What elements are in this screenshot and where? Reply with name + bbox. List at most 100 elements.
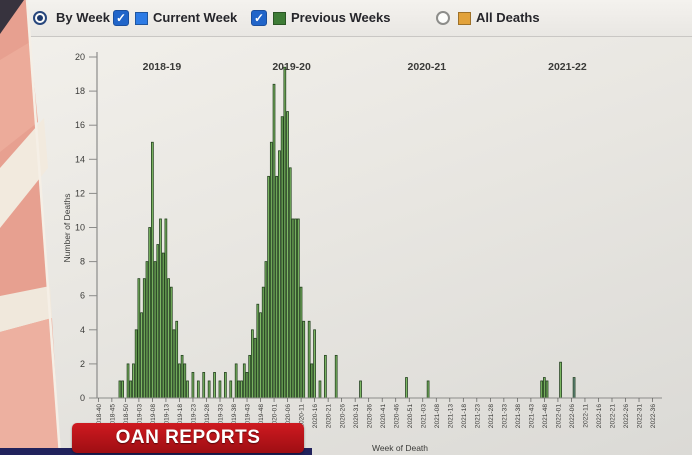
- previous-weeks-swatch: [273, 12, 286, 25]
- y-tick-label: 14: [75, 154, 85, 164]
- bar-week-2022-07: [572, 377, 576, 399]
- bar-week-2022-02: [559, 361, 562, 399]
- x-tick-label: 2020-36: [366, 404, 373, 429]
- bar-week-2021-49: [545, 380, 549, 399]
- previous-weeks-checkbox[interactable]: ✓: [251, 10, 267, 26]
- x-tick-label: 2019-28: [204, 404, 211, 429]
- x-tick-label: 2022-01: [556, 404, 563, 429]
- x-tick-label: 2022-16: [596, 404, 603, 429]
- bar-week-2020-10: [296, 218, 300, 399]
- bar-week-2019-43: [245, 372, 249, 399]
- bar-week-2020-11: [299, 286, 303, 399]
- bar-week-2019-02: [134, 329, 138, 399]
- bar-week-2020-16: [313, 329, 316, 399]
- current-week-checkbox[interactable]: ✓: [113, 10, 129, 26]
- y-tick-label: 18: [75, 86, 85, 96]
- x-tick-label: 2020-21: [326, 404, 333, 429]
- x-tick-label: 2020-31: [353, 404, 360, 429]
- bar-week-2021-47: [540, 380, 544, 399]
- x-tick-label: 2019-48: [258, 404, 265, 429]
- bar-week-2019-07: [148, 227, 152, 399]
- bar-week-2019-44: [248, 354, 252, 399]
- x-tick-label: 2019-18: [177, 404, 184, 429]
- bar-week-2021-05: [426, 380, 430, 399]
- x-tick-label: 2019-08: [150, 404, 157, 429]
- bar-week-2019-15: [169, 286, 173, 399]
- bar-week-2019-01: [132, 363, 135, 399]
- x-tick-label: 2021-48: [542, 404, 549, 429]
- bar-week-2020-12: [302, 320, 306, 399]
- bar-week-2020-33: [359, 380, 362, 399]
- bar-week-2020-08: [291, 218, 295, 399]
- bar-week-2019-09: [153, 261, 157, 399]
- y-tick-label: 16: [75, 120, 85, 130]
- bar-week-2020-04: [280, 116, 284, 399]
- x-tick-label: 2021-08: [434, 404, 441, 429]
- x-tick-label: 2021-28: [488, 404, 495, 429]
- x-tick-label: 2018-40: [96, 404, 103, 429]
- x-tick-label: 2021-03: [420, 404, 427, 429]
- bar-week-2020-14: [307, 320, 311, 399]
- bar-week-2019-21: [186, 380, 189, 399]
- x-tick-label: 2022-26: [623, 404, 630, 429]
- y-tick-label: 0: [80, 393, 85, 403]
- season-label-2021-22: 2021-22: [548, 61, 587, 73]
- bar-week-2020-02: [275, 175, 279, 399]
- bar-week-2019-12: [161, 252, 165, 399]
- bar-week-2019-04: [140, 312, 143, 399]
- bar-week-2019-50: [264, 261, 268, 399]
- bar-week-2019-51: [267, 175, 270, 399]
- bar-week-2019-48: [259, 312, 262, 399]
- chart-controls-bar: By Week ✓ Current Week ✓ Previous Weeks …: [0, 0, 692, 37]
- x-tick-label: 2022-06: [569, 404, 576, 429]
- bar-week-2019-35: [224, 372, 227, 399]
- bar-week-2019-10: [156, 244, 160, 399]
- current-week-label: Current Week: [153, 10, 238, 25]
- bar-week-2020-18: [318, 380, 322, 399]
- bar-week-2019-08: [151, 141, 154, 399]
- bar-week-2019-37: [229, 380, 233, 399]
- bar-week-2019-18: [178, 363, 181, 399]
- y-tick-label: 2: [80, 359, 85, 369]
- all-deaths-radio[interactable]: [436, 11, 450, 25]
- bar-week-2020-01: [272, 83, 276, 399]
- y-tick-label: 10: [75, 223, 85, 233]
- bar-week-2019-11: [159, 218, 162, 399]
- x-tick-label: 2020-16: [312, 404, 319, 429]
- bar-week-2019-46: [253, 337, 257, 399]
- x-tick-label: 2019-03: [137, 404, 144, 429]
- bar-week-2019-03: [137, 278, 141, 399]
- y-tick-label: 12: [75, 188, 85, 198]
- bar-week-2019-20: [183, 363, 187, 399]
- season-label-2020-21: 2020-21: [408, 61, 447, 73]
- bar-week-2019-25: [196, 380, 200, 399]
- bar-week-2018-49: [121, 380, 124, 399]
- x-axis-title: Week of Death: [372, 443, 428, 453]
- x-tick-label: 2020-46: [393, 404, 400, 429]
- bar-week-2019-31: [213, 372, 216, 399]
- studio-frame-decoration: [0, 0, 62, 455]
- bar-week-2020-07: [288, 167, 292, 399]
- bar-week-2019-23: [191, 372, 195, 399]
- x-tick-label: 2021-18: [461, 404, 468, 429]
- x-tick-label: 2019-38: [231, 404, 238, 429]
- by-week-radio[interactable]: [33, 11, 47, 25]
- bar-week-2018-48: [118, 380, 122, 399]
- bar-week-2018-52: [129, 380, 133, 399]
- current-week-swatch: [135, 12, 148, 25]
- bar-week-2019-40: [237, 380, 241, 399]
- bar-week-2019-39: [234, 363, 238, 399]
- bar-week-2019-14: [167, 278, 170, 399]
- bar-week-2018-51: [126, 363, 130, 399]
- bar-week-2019-45: [251, 329, 254, 399]
- x-tick-label: 2022-31: [637, 404, 644, 429]
- x-tick-label: 2019-43: [245, 404, 252, 429]
- bar-week-2019-47: [256, 303, 260, 399]
- x-tick-label: 2020-26: [339, 404, 346, 429]
- x-tick-label: 2022-11: [583, 404, 590, 428]
- bar-week-2019-33: [218, 380, 222, 399]
- bar-week-2020-03: [278, 150, 281, 399]
- bar-week-2020-05: [283, 66, 287, 399]
